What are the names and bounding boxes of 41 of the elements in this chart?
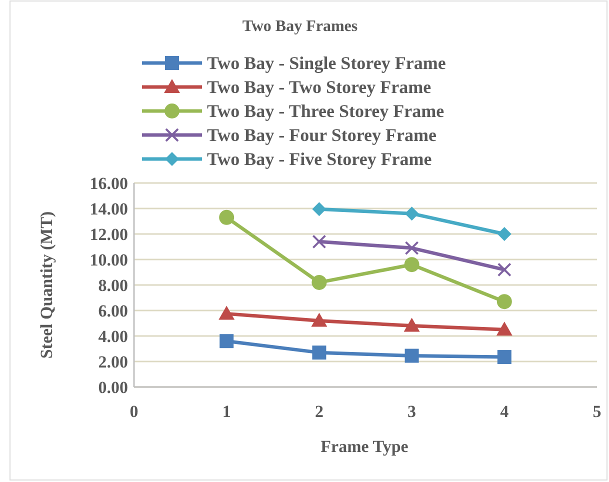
point	[496, 294, 512, 310]
legend-label: Two Bay - Five Storey Frame	[207, 149, 432, 169]
x-axis-title: Frame Type	[320, 437, 409, 456]
x-tick-label: 4	[500, 402, 510, 421]
y-tick-label: 16.00	[90, 174, 128, 193]
point	[404, 257, 420, 272]
point	[312, 234, 326, 249]
x-tick-label: 5	[592, 402, 602, 421]
y-axis-title: Steel Quantity (MT)	[37, 211, 56, 359]
legend-label: Two Bay - Three Storey Frame	[207, 101, 444, 121]
point	[311, 312, 328, 327]
point	[312, 274, 327, 290]
point	[404, 241, 419, 256]
y-tick-label: 6.00	[98, 302, 128, 320]
point	[312, 346, 326, 360]
chart-title: Two Bay Frames	[242, 18, 358, 35]
point	[312, 202, 326, 216]
x-tick-label: 3	[408, 402, 416, 421]
point	[404, 206, 419, 221]
x-tick-label: 2	[314, 402, 324, 421]
y-tick-label: 8.00	[98, 276, 128, 295]
y-tick-label: 2.00	[98, 352, 128, 372]
point	[220, 334, 234, 348]
point	[404, 318, 420, 332]
point	[497, 350, 512, 364]
x-tick-label: 1	[222, 402, 231, 421]
legend-label: Two Bay - Two Storey Frame	[207, 77, 432, 97]
legend-label: Two Bay - Single Storey Frame	[207, 53, 446, 73]
y-tick-label: 4.00	[98, 327, 128, 346]
point	[404, 348, 419, 363]
point	[497, 262, 512, 277]
legend-label: Two Bay - Four Storey Frame	[207, 125, 436, 145]
point	[218, 306, 235, 320]
y-tick-label: 0.00	[98, 378, 128, 397]
point	[219, 210, 234, 225]
y-tick-label: 14.00	[90, 200, 128, 218]
y-tick-label: 10.00	[90, 250, 128, 270]
y-tick-label: 12.00	[90, 225, 128, 244]
point	[497, 227, 512, 241]
x-tick-label: 0	[130, 402, 138, 421]
point	[496, 322, 512, 336]
